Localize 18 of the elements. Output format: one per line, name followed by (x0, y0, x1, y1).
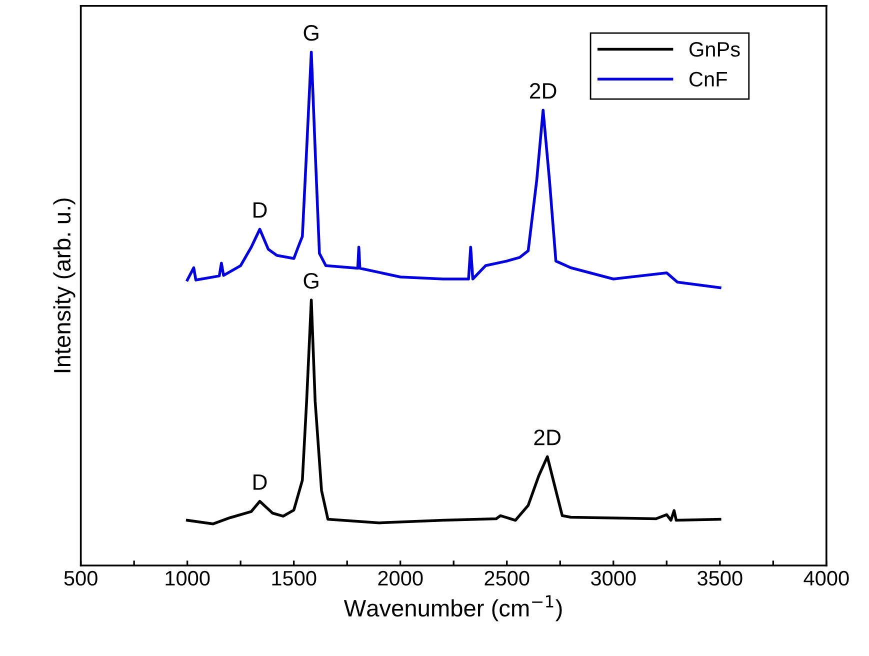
x-tick-label: 2500 (484, 570, 530, 586)
annotation: D (254, 202, 267, 218)
annotation: D (254, 474, 267, 490)
x-tick-label: 500 (64, 570, 98, 586)
x-axis-title: Wavenumber (cm$^{−1}$) (344, 595, 562, 622)
x-tick-label: 1000 (166, 570, 210, 586)
x-tick-label: 3000 (591, 570, 636, 586)
annotation: G (304, 25, 318, 41)
annotation: 2D (534, 430, 560, 446)
legend-label: GnPs (690, 42, 740, 57)
annotation: 2D (530, 83, 556, 99)
annotation: G (304, 272, 318, 289)
x-tick-label: 3500 (698, 570, 742, 586)
x-tick-label: 1500 (272, 570, 316, 586)
x-tick-label: 2000 (378, 570, 423, 586)
y-axis-title: Intensity (arb. u.) (53, 198, 76, 372)
legend-label: CnF (690, 72, 727, 87)
x-tick-label: 4000 (804, 570, 849, 586)
